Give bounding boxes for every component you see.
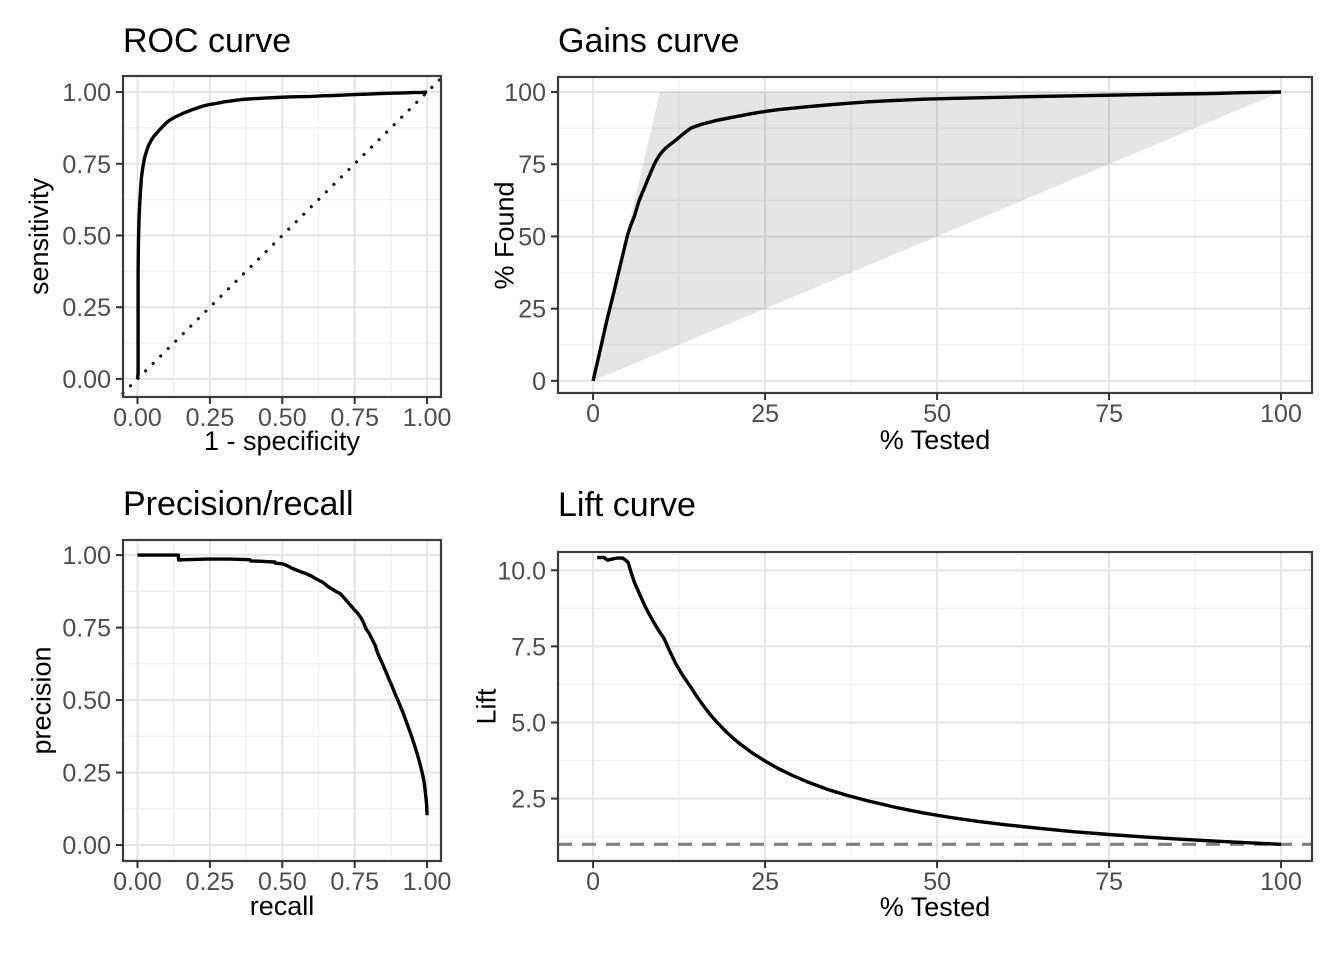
svg-text:1.00: 1.00 [403, 868, 452, 896]
grid-major [558, 552, 1312, 861]
gains-y-axis-title: % Found [489, 180, 520, 290]
svg-text:25: 25 [518, 296, 546, 324]
roc-title: ROC curve [123, 22, 292, 60]
lift-chart: 0 25 50 75 100 2.5 5.0 7.5 10.0 [497, 550, 1314, 896]
gains-title: Gains curve [558, 22, 740, 60]
svg-text:0.00: 0.00 [113, 868, 162, 896]
svg-text:50: 50 [923, 868, 951, 896]
precision-recall-x-axis-title: recall [249, 891, 315, 921]
svg-text:0.25: 0.25 [186, 868, 235, 896]
svg-text:75: 75 [518, 151, 546, 179]
precision-recall-curve [137, 553, 429, 816]
svg-text:0: 0 [532, 368, 546, 396]
svg-text:0.75: 0.75 [62, 151, 111, 179]
roc-chart: 0.00 0.25 0.50 0.75 1.00 0.00 0.25 0.50 0.75 1.00 [62, 74, 451, 432]
wizard-envelope [593, 92, 1281, 381]
svg-text:0: 0 [586, 400, 600, 428]
svg-text:100: 100 [1260, 400, 1302, 428]
panel-border [556, 75, 1314, 395]
svg-text:5.0: 5.0 [511, 710, 546, 738]
svg-text:0.25: 0.25 [62, 294, 111, 322]
svg-text:0.00: 0.00 [113, 404, 162, 432]
grid-major [558, 77, 1312, 393]
tick-labels: 0 25 50 75 100 2.5 5.0 7.5 10.0 [497, 557, 1302, 896]
svg-text:0.50: 0.50 [62, 687, 111, 715]
tick-labels: 0 25 50 75 100 0 25 50 75 100 [504, 79, 1302, 428]
svg-text:7.5: 7.5 [511, 633, 546, 661]
svg-text:75: 75 [1095, 868, 1123, 896]
panel-background [558, 77, 1312, 393]
lift-curve [597, 555, 1282, 846]
svg-text:0.50: 0.50 [258, 404, 307, 432]
axis-ticks [551, 569, 1283, 868]
gains-x-axis-title: % Tested [879, 425, 991, 455]
svg-text:75: 75 [1095, 400, 1123, 428]
lift-title: Lift curve [558, 486, 696, 524]
precision-recall-title: Precision/recall [123, 485, 354, 523]
gains-chart: 0 25 50 75 100 0 25 50 75 100 [504, 75, 1314, 428]
roc-y-axis-title: sensitivity [24, 177, 55, 296]
svg-text:0.75: 0.75 [62, 615, 111, 643]
svg-text:50: 50 [518, 223, 546, 251]
svg-text:0.50: 0.50 [62, 223, 111, 251]
lift-y-axis-title: Lift [471, 688, 502, 725]
grid-major [123, 540, 441, 861]
svg-text:0: 0 [586, 868, 600, 896]
axis-ticks [116, 554, 429, 868]
svg-text:0.25: 0.25 [186, 404, 235, 432]
svg-text:2.5: 2.5 [511, 786, 546, 814]
lift-x-axis-title: % Tested [879, 892, 991, 922]
svg-text:25: 25 [751, 400, 779, 428]
gains-curve [591, 90, 1282, 382]
svg-text:25: 25 [751, 868, 779, 896]
svg-text:100: 100 [1260, 868, 1302, 896]
panel-background [558, 552, 1312, 861]
precision-recall-y-axis-title: precision [26, 646, 57, 755]
tick-labels: 0.00 0.25 0.50 0.75 1.00 0.00 0.25 0.50 0.75 1.00 [62, 79, 451, 432]
svg-text:0.75: 0.75 [330, 404, 379, 432]
svg-text:1.00: 1.00 [403, 404, 452, 432]
svg-text:1.00: 1.00 [62, 79, 111, 107]
svg-text:100: 100 [504, 79, 546, 107]
panel-border [556, 550, 1314, 863]
tick-labels: 0.00 0.25 0.50 0.75 1.00 0.00 0.25 0.50 0.75 1.00 [62, 542, 451, 896]
svg-text:0.25: 0.25 [62, 760, 111, 788]
svg-text:0.50: 0.50 [258, 868, 307, 896]
grid-minor [558, 77, 1312, 393]
svg-text:1.00: 1.00 [62, 542, 111, 570]
svg-text:10.0: 10.0 [497, 557, 546, 585]
axis-ticks [551, 91, 1283, 400]
grid-minor [558, 552, 1312, 861]
svg-text:0.75: 0.75 [330, 868, 379, 896]
precision-recall-chart: 0.00 0.25 0.50 0.75 1.00 0.00 0.25 0.50 0.75 1.00 [62, 538, 451, 896]
svg-text:50: 50 [923, 400, 951, 428]
random-diagonal [121, 76, 443, 395]
svg-text:0.00: 0.00 [62, 366, 111, 394]
svg-text:0.00: 0.00 [62, 832, 111, 860]
axis-ticks [116, 91, 429, 404]
roc-x-axis-title: 1 - specificity [203, 426, 361, 456]
roc-curve [135, 90, 428, 380]
